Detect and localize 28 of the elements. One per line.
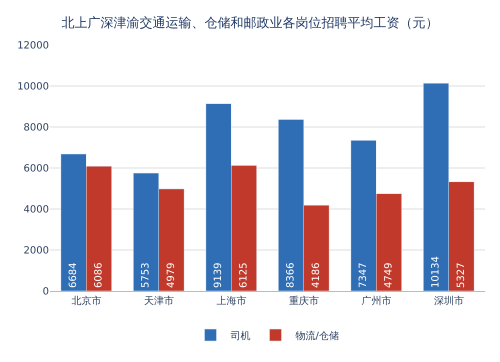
- y-tick-label: 6000: [24, 164, 49, 174]
- data-label: 4979: [166, 262, 177, 288]
- y-tick-label: 0: [42, 286, 49, 298]
- y-tick-label: 8000: [24, 122, 49, 134]
- x-tick-label: 重庆市: [288, 295, 319, 307]
- x-tick-label: 天津市: [144, 295, 174, 307]
- y-tick-label: 12000: [17, 40, 49, 52]
- data-label: 5327: [456, 262, 467, 288]
- data-label: 9139: [213, 262, 224, 288]
- x-tick-label: 深圳市: [434, 295, 464, 307]
- data-label: 6125: [238, 262, 250, 288]
- y-tick-label: 10000: [17, 82, 49, 92]
- data-label: 10134: [430, 256, 442, 288]
- data-label: 4186: [310, 262, 322, 288]
- data-label: 7347: [358, 262, 370, 288]
- data-label: 8366: [286, 262, 297, 288]
- data-label: 5753: [140, 262, 152, 288]
- x-tick-label: 广州市: [361, 295, 392, 307]
- x-tick-label: 北京市: [71, 295, 102, 307]
- data-label: 6086: [93, 262, 104, 288]
- data-label: 6684: [68, 262, 80, 288]
- y-tick-label: 4000: [24, 204, 49, 216]
- chart-title: 北上广深津渝交通运输、仓储和邮政业各岗位招聘平均工资（元）: [62, 15, 438, 32]
- y-tick-label: 2000: [24, 246, 49, 256]
- legend-label: 司机: [230, 330, 250, 342]
- data-label: 4749: [383, 262, 394, 288]
- x-tick-label: 上海市: [216, 295, 246, 307]
- legend-label: 物流/仓储: [296, 330, 339, 342]
